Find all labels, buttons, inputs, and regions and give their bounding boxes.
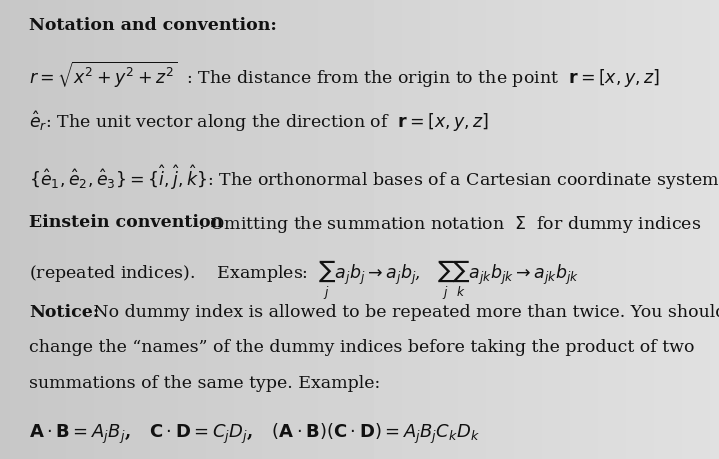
- Text: change the “names” of the dummy indices before taking the product of two: change the “names” of the dummy indices …: [29, 339, 695, 356]
- Text: : Omitting the summation notation  $\Sigma$  for dummy indices: : Omitting the summation notation $\Sigm…: [198, 213, 701, 235]
- Text: summations of the same type. Example:: summations of the same type. Example:: [29, 374, 380, 391]
- Text: $r = \sqrt{x^2 + y^2 + z^2}$  : The distance from the origin to the point  $\mat: $r = \sqrt{x^2 + y^2 + z^2}$ : The dista…: [29, 60, 659, 90]
- Text: (repeated indices).    Examples:  $\sum_j a_j b_j \rightarrow a_j b_j$,   $\sum_: (repeated indices). Examples: $\sum_j a_…: [29, 258, 579, 301]
- Text: $\mathbf{A} \cdot \mathbf{B} = A_j B_j$,   $\mathbf{C} \cdot \mathbf{D} = C_j D_: $\mathbf{A} \cdot \mathbf{B} = A_j B_j$,…: [29, 421, 480, 446]
- Text: No dummy index is allowed to be repeated more than twice. You should: No dummy index is allowed to be repeated…: [88, 303, 719, 320]
- Text: Notice:: Notice:: [29, 303, 99, 320]
- Text: Notation and convention:: Notation and convention:: [29, 17, 277, 34]
- Text: $\hat{e}_r$: The unit vector along the direction of  $\mathbf{r} = [x, y, z]$: $\hat{e}_r$: The unit vector along the d…: [29, 109, 489, 134]
- Text: $\{\hat{e}_1, \hat{e}_2, \hat{e}_3\} = \{\hat{i}, \hat{j}, \hat{k}\}$: The ortho: $\{\hat{e}_1, \hat{e}_2, \hat{e}_3\} = \…: [29, 163, 719, 191]
- Text: Einstein convention: Einstein convention: [29, 213, 223, 230]
